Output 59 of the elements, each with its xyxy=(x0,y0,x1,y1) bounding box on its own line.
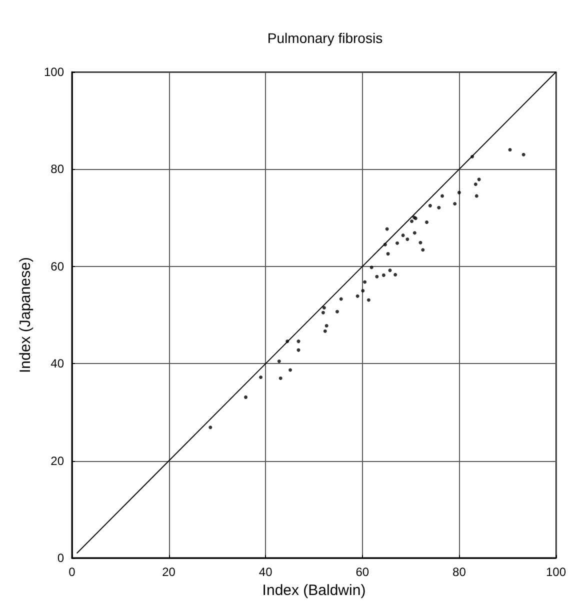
point xyxy=(394,272,398,276)
point xyxy=(474,194,478,198)
point xyxy=(457,190,461,194)
point xyxy=(361,288,365,292)
point xyxy=(421,248,425,252)
point xyxy=(278,376,282,380)
y-tick-label: 100 xyxy=(44,65,64,79)
point xyxy=(277,359,281,363)
y-tick-label: 20 xyxy=(50,454,64,468)
x-tick-label: 0 xyxy=(68,565,76,580)
point xyxy=(406,237,410,241)
point xyxy=(356,294,360,298)
y-tick-label: 60 xyxy=(50,259,64,274)
point xyxy=(383,242,387,246)
point xyxy=(428,204,432,208)
point xyxy=(418,240,422,244)
point xyxy=(453,202,457,206)
point xyxy=(375,274,379,278)
point xyxy=(366,298,370,302)
point xyxy=(522,152,526,156)
y-tick-label: 80 xyxy=(50,162,64,176)
point xyxy=(323,329,327,333)
point xyxy=(382,273,386,277)
x-axis-title: Index (Baldwin) xyxy=(262,582,366,599)
y-tick-label: 0 xyxy=(57,551,64,566)
point xyxy=(395,241,399,245)
point xyxy=(388,268,392,272)
point xyxy=(321,310,325,314)
point xyxy=(474,182,478,186)
point xyxy=(244,395,248,399)
x-tick-label: 40 xyxy=(258,565,273,580)
x-tick-label: 100 xyxy=(546,565,566,580)
point xyxy=(477,178,481,182)
point xyxy=(339,297,343,301)
point xyxy=(296,340,300,344)
y-tick-label: 40 xyxy=(50,356,64,371)
x-tick-label: 20 xyxy=(162,565,176,580)
point xyxy=(335,310,339,314)
x-tick-label: 80 xyxy=(452,565,466,580)
point xyxy=(508,148,512,152)
y-axis-title: Index (Japanese) xyxy=(17,257,34,374)
point xyxy=(370,266,374,270)
point xyxy=(440,194,444,198)
point xyxy=(288,368,292,372)
point xyxy=(324,324,328,328)
chart-title: Pulmonary fibrosis xyxy=(267,30,383,46)
point xyxy=(470,154,474,158)
point xyxy=(363,280,367,284)
point xyxy=(412,231,416,235)
point xyxy=(410,219,414,223)
point xyxy=(425,220,429,224)
point xyxy=(437,206,441,210)
point xyxy=(401,234,405,238)
x-tick-label: 60 xyxy=(356,565,370,580)
point xyxy=(259,376,263,380)
point xyxy=(208,426,212,430)
point xyxy=(386,252,390,256)
point xyxy=(322,306,326,310)
point xyxy=(286,340,290,344)
